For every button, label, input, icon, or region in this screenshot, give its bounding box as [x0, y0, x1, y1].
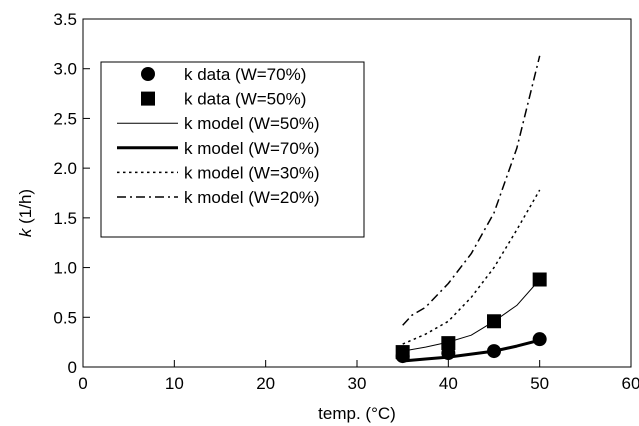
legend-label: k data (W=70%) — [184, 65, 306, 84]
series-line — [402, 189, 541, 345]
y-tick-label: 1.0 — [53, 259, 77, 278]
y-tick-label: 0.5 — [53, 308, 77, 327]
legend: k data (W=70%) k data (W=50%) k model (W=5… — [100, 61, 365, 238]
tick-labels: 0 10 20 30 40 50 60 0 0.5 1.0 1.5 2.0 2.5 3.0 3.5 — [53, 10, 639, 393]
x-tick-label: 0 — [78, 374, 87, 393]
y-axis-label: k (1/h) — [16, 189, 35, 237]
y-tick-label: 3.5 — [53, 10, 77, 29]
y-tick-label: 2.0 — [53, 159, 77, 178]
x-tick-label: 20 — [256, 374, 275, 393]
x-tick-label: 50 — [530, 374, 549, 393]
legend-label: k model (W=30%) — [184, 163, 320, 182]
legend-box — [100, 61, 365, 238]
data-point — [395, 345, 410, 360]
legend-label: k model (W=70%) — [184, 139, 320, 158]
y-tick-label: 3.0 — [53, 60, 77, 79]
x-axis-label: temp. (°C) — [318, 404, 396, 423]
legend-label: k model (W=50%) — [184, 114, 320, 133]
y-tick-label: 2.5 — [53, 109, 77, 128]
legend-marker — [141, 91, 155, 106]
y-axis-label-unit: (1/h) — [16, 189, 35, 229]
y-tick-label: 0 — [68, 358, 77, 377]
legend-marker — [141, 67, 155, 81]
x-tick-label: 30 — [348, 374, 367, 393]
legend-label: k data (W=50%) — [184, 90, 306, 109]
series-line — [402, 279, 541, 352]
legend-label: k model (W=20%) — [184, 188, 320, 207]
x-tick-label: 40 — [439, 374, 458, 393]
data-point — [487, 314, 501, 329]
series-line — [402, 55, 541, 326]
plot-series — [395, 55, 547, 364]
series-line — [402, 338, 541, 363]
data-point — [441, 336, 456, 351]
x-tick-label: 60 — [622, 374, 639, 393]
data-point — [532, 332, 547, 347]
data-point — [487, 344, 501, 359]
y-axis-label-symbol: k — [16, 227, 35, 237]
axes — [82, 18, 632, 368]
x-tick-label: 10 — [165, 374, 184, 393]
y-tick-label: 1.5 — [53, 209, 77, 228]
data-point — [532, 272, 547, 287]
